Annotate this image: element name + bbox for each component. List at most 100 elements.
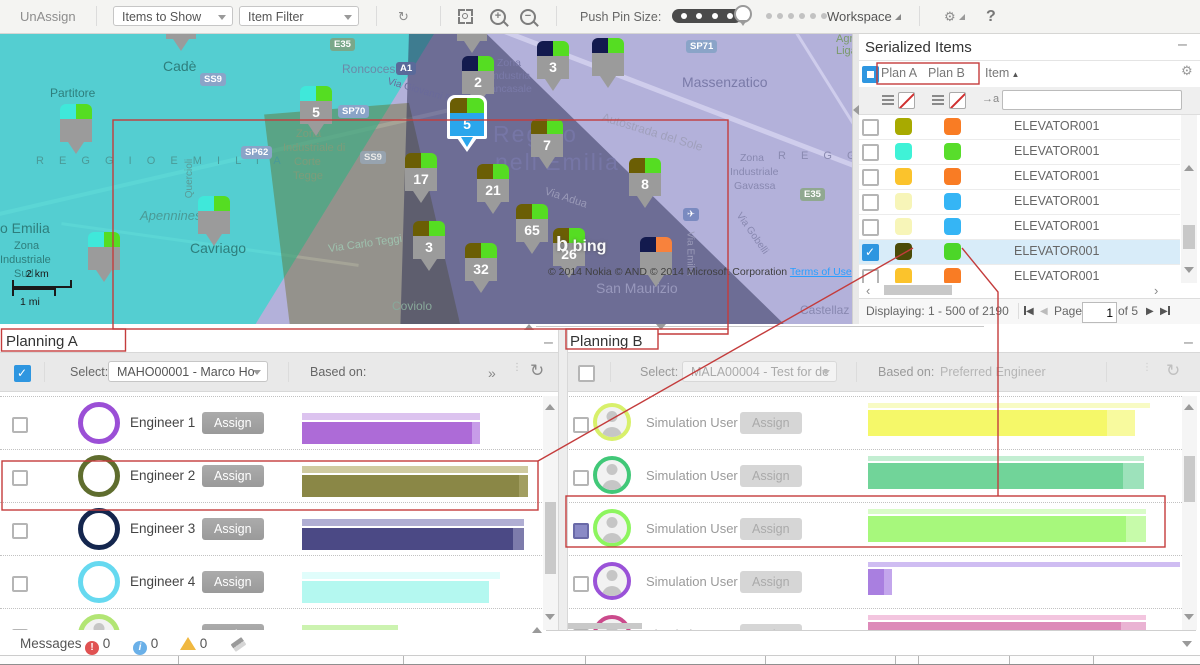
assign-button[interactable]: Assign	[740, 518, 802, 540]
row-checkbox[interactable]	[862, 219, 879, 236]
scrollbar-thumb[interactable]	[545, 502, 556, 574]
gantt-load-bar[interactable]	[868, 410, 1107, 436]
simulation-user-row[interactable]: Simulation User 1 Assign	[566, 396, 1184, 449]
gantt-load-bar[interactable]	[868, 463, 1123, 489]
prev-page-icon[interactable]: ◀	[1040, 306, 1048, 317]
assign-button[interactable]: Assign	[202, 412, 264, 434]
selected-map-pin[interactable]: 5	[447, 95, 487, 153]
collapse-down-icon[interactable]	[656, 324, 666, 330]
zoom-in-icon[interactable]: +	[490, 0, 506, 33]
map-pin[interactable]: 17	[405, 153, 437, 203]
map-pin[interactable]	[592, 38, 624, 88]
row-checkbox[interactable]	[862, 244, 879, 261]
last-page-icon[interactable]: ▶	[1160, 306, 1170, 317]
next-page-icon[interactable]: ▶	[1146, 306, 1154, 317]
item-search-input[interactable]	[1002, 90, 1182, 110]
drag-dots[interactable]: ⋮	[1142, 365, 1152, 370]
gantt-load-bar[interactable]	[302, 422, 472, 444]
assign-button[interactable]: Assign	[740, 465, 802, 487]
gear-icon[interactable]: ⚙	[1181, 63, 1193, 79]
map-pin[interactable]	[457, 33, 487, 53]
vertical-scrollbar[interactable]	[1182, 396, 1197, 630]
map-pin[interactable]: 5	[300, 86, 332, 136]
table-row[interactable]: ELEVATOR001	[858, 190, 1180, 215]
workspace-menu[interactable]: Workspace	[827, 0, 901, 33]
row-checkbox[interactable]	[862, 169, 879, 186]
map-canvas[interactable]: Cadè Partitore R E G G I O E M I L I A R…	[0, 33, 852, 324]
assign-button[interactable]: Assign	[202, 571, 264, 593]
plan-b-color-swatch[interactable]	[944, 118, 961, 135]
scroll-left-icon[interactable]: ‹	[866, 283, 870, 298]
plan-b-color-swatch[interactable]	[944, 168, 961, 185]
engineer-row[interactable]: Engineer 2 Assign	[0, 449, 558, 502]
info-badge[interactable]: i 0	[133, 636, 158, 655]
table-row[interactable]: ELEVATOR001	[858, 115, 1180, 140]
unassign-button[interactable]: UnAssign	[20, 0, 76, 33]
plan-enabled-checkbox[interactable]	[578, 365, 595, 382]
scroll-up-icon[interactable]	[545, 404, 555, 410]
refresh-icon[interactable]: ↻	[530, 361, 544, 381]
vertical-scrollbar[interactable]	[543, 396, 558, 630]
slider-dot[interactable]	[766, 13, 772, 19]
column-plan-a[interactable]: Plan A	[881, 66, 917, 80]
table-row[interactable]: ELEVATOR001	[858, 240, 1180, 265]
horizontal-splitter[interactable]	[530, 627, 1200, 632]
gear-icon[interactable]: ⚙	[944, 0, 965, 33]
table-row[interactable]: ELEVATOR001	[858, 165, 1180, 190]
scrollbar-thumb[interactable]	[1183, 225, 1195, 249]
plan-b-color-swatch[interactable]	[944, 218, 961, 235]
minimize-button[interactable]: –	[1178, 36, 1187, 54]
slider-dot[interactable]	[788, 13, 794, 19]
plan-a-color-swatch[interactable]	[895, 118, 912, 135]
plan-a-color-swatch[interactable]	[895, 218, 912, 235]
plan-b-color-swatch[interactable]	[944, 243, 961, 260]
gantt-load-bar[interactable]	[868, 516, 1126, 542]
map-pin[interactable]: 21	[477, 164, 509, 214]
more-options-chevron[interactable]: »	[488, 365, 496, 381]
simulation-user-row[interactable]: Simulation User 4 Assign	[566, 555, 1184, 608]
slider-thumb[interactable]	[734, 5, 752, 23]
vertical-scrollbar[interactable]	[1181, 115, 1197, 283]
map-pin[interactable]: 32	[465, 243, 497, 293]
map-pin[interactable]	[166, 33, 196, 51]
drag-dots[interactable]: ⋮	[512, 365, 522, 370]
refresh-icon[interactable]: ↻	[1166, 361, 1180, 381]
scrollbar-thumb[interactable]	[1184, 456, 1195, 502]
engineer-row[interactable]: Engineer 3 Assign	[0, 502, 558, 555]
simulation-user-row[interactable]: Simulation User 3 Assign	[566, 502, 1184, 555]
row-checkbox[interactable]	[12, 576, 28, 592]
item-filter-dropdown[interactable]: Item Filter	[239, 6, 359, 26]
assign-button[interactable]: Assign	[202, 518, 264, 540]
plan-a-color-swatch[interactable]	[895, 193, 912, 210]
row-checkbox[interactable]	[573, 470, 589, 486]
row-checkbox[interactable]	[573, 523, 589, 539]
row-checkbox[interactable]	[12, 523, 28, 539]
map-pin[interactable]: 7	[531, 119, 563, 169]
slider-dot[interactable]	[777, 13, 783, 19]
map-pin[interactable]: 3	[537, 41, 569, 91]
row-checkbox[interactable]	[12, 417, 28, 433]
gantt-load-bar[interactable]	[302, 528, 513, 550]
collapse-down-icon[interactable]	[1182, 641, 1192, 647]
error-badge[interactable]: ! 0	[85, 636, 110, 655]
column-item[interactable]: Item ▲	[985, 66, 1019, 80]
row-checkbox[interactable]	[12, 629, 28, 630]
push-pin-size-slider[interactable]	[672, 9, 742, 23]
clear-color-filter-icon[interactable]	[949, 92, 966, 109]
column-plan-b[interactable]: Plan B	[928, 66, 965, 80]
minimize-button[interactable]: –	[1184, 334, 1193, 352]
gantt-load-bar[interactable]	[302, 475, 519, 497]
clear-messages-icon[interactable]	[231, 637, 247, 652]
plan-b-color-swatch[interactable]	[944, 268, 961, 283]
table-row[interactable]: ELEVATOR001	[858, 140, 1180, 165]
map-pin[interactable]	[198, 196, 230, 246]
plan-b-color-swatch[interactable]	[944, 193, 961, 210]
filter-menu-icon[interactable]	[882, 95, 894, 105]
table-row[interactable]: ELEVATOR001	[858, 215, 1180, 240]
refresh-icon[interactable]: ↻	[398, 0, 409, 33]
map-pin[interactable]	[88, 232, 120, 282]
text-filter-icon[interactable]: →a	[982, 93, 999, 105]
items-to-show-dropdown[interactable]: Items to Show	[113, 6, 233, 26]
plan-a-color-swatch[interactable]	[895, 143, 912, 160]
engineer-row[interactable]: Assign	[0, 608, 558, 630]
